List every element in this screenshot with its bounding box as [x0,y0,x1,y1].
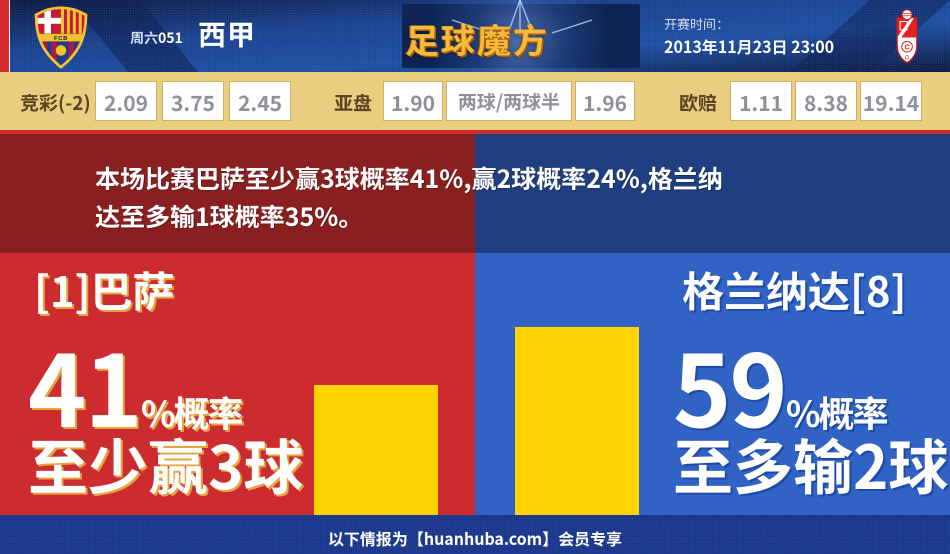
svg-text:FCB: FCB [54,36,68,42]
svg-text:C: C [905,45,910,52]
